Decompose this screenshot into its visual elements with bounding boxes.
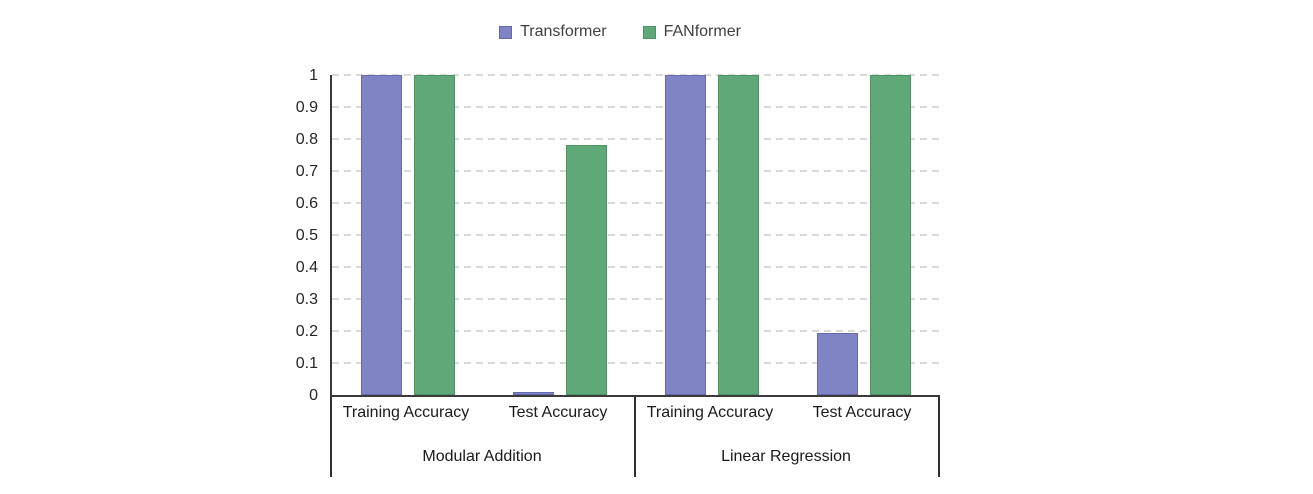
- bar-fanformer-2: [718, 75, 759, 395]
- gridline: [332, 266, 940, 268]
- bar-fanformer-0: [414, 75, 455, 395]
- group-label: Modular Addition: [422, 448, 542, 465]
- gridline: [332, 234, 940, 236]
- y-tick-label: 0.1: [295, 355, 318, 372]
- plot-area: [330, 74, 940, 397]
- group-label: Linear Regression: [721, 448, 851, 465]
- y-tick-label: 0: [309, 387, 318, 404]
- category-label: Training Accuracy: [646, 404, 774, 421]
- bar-transformer-3: [817, 333, 858, 395]
- legend-swatch-fanformer: [642, 25, 656, 39]
- y-tick-label: 1: [309, 67, 318, 84]
- bar-fanformer-3: [870, 75, 911, 395]
- category-label: Test Accuracy: [812, 404, 912, 421]
- bar-transformer-0: [361, 75, 402, 395]
- category-label: Training Accuracy: [342, 404, 470, 421]
- group-divider-line: [634, 397, 636, 477]
- y-tick-label: 0.8: [295, 131, 318, 148]
- legend-item-fanformer: FANformer: [642, 23, 741, 41]
- bar-transformer-2: [665, 75, 706, 395]
- gridline: [332, 298, 940, 300]
- y-tick-label: 0.9: [295, 99, 318, 116]
- legend-item-transformer: Transformer: [499, 23, 607, 41]
- legend-label-fanformer: FANformer: [663, 23, 741, 40]
- legend: Transformer FANformer: [315, 22, 925, 42]
- y-axis-ticks: 1 0.9 0.8 0.7 0.6 0.5 0.4 0.3 0.2 0.1 0: [0, 67, 318, 404]
- gridline: [332, 202, 940, 204]
- y-tick-label: 0.4: [295, 259, 318, 276]
- y-tick-label: 0.3: [295, 291, 318, 308]
- gridline: [332, 362, 940, 364]
- group-divider-line: [938, 397, 940, 477]
- legend-swatch-transformer: [499, 25, 513, 39]
- category-label: Test Accuracy: [508, 404, 608, 421]
- group-divider-line: [330, 397, 332, 477]
- y-tick-label: 0.2: [295, 323, 318, 340]
- gridline: [332, 138, 940, 140]
- gridline: [332, 74, 940, 76]
- legend-label-transformer: Transformer: [520, 23, 607, 40]
- bar-transformer-1: [513, 392, 554, 395]
- y-tick-label: 0.7: [295, 163, 318, 180]
- y-tick-label: 0.6: [295, 195, 318, 212]
- x-axis-labels: Training Accuracy Test Accuracy Training A…: [330, 397, 940, 477]
- gridline: [332, 170, 940, 172]
- gridline: [332, 106, 940, 108]
- y-tick-label: 0.5: [295, 227, 318, 244]
- gridline: [332, 330, 940, 332]
- bar-fanformer-1: [566, 145, 607, 395]
